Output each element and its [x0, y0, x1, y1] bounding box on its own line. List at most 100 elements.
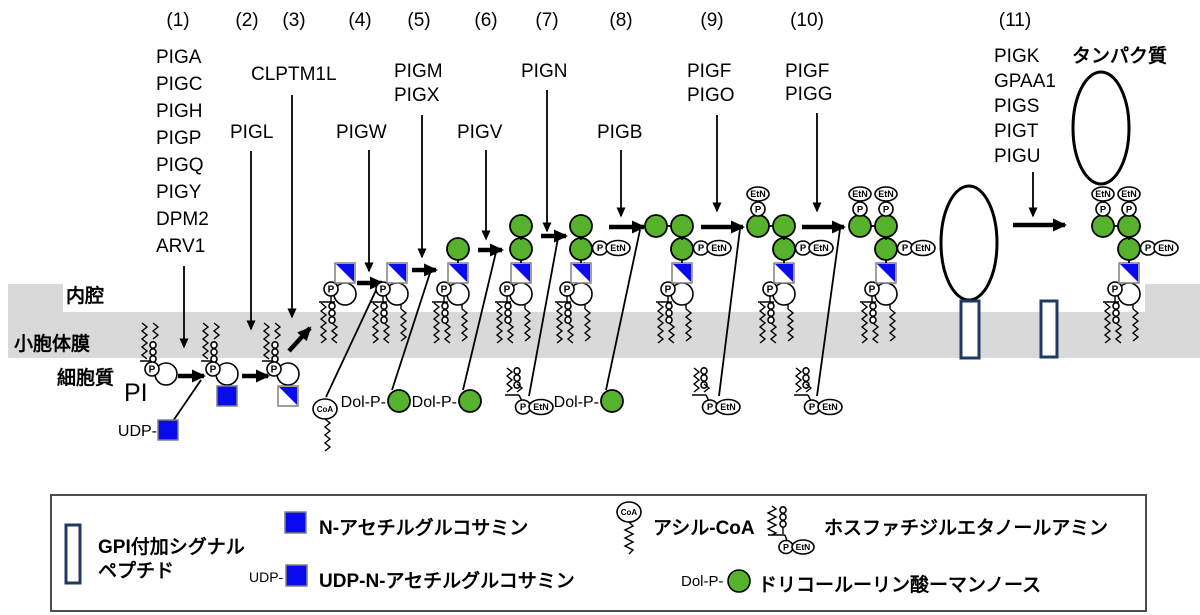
mannose-icon	[458, 389, 482, 413]
acyl-chain-zigzag	[323, 418, 332, 452]
acyl-chain-zigzag	[888, 308, 897, 342]
step-number-3: (3)	[282, 10, 306, 31]
phosphate-icon	[750, 201, 766, 217]
mannose-icon	[874, 237, 898, 261]
lipid-tail-zigzag	[667, 322, 676, 344]
ethanolamine-icon	[746, 186, 770, 202]
lipid-bead	[513, 366, 521, 375]
phosphate-icon	[864, 281, 880, 297]
lipid-bead	[767, 301, 775, 310]
acyl-chain-zigzag	[523, 308, 532, 342]
phosphate-icon	[499, 281, 515, 297]
mannose-icon	[772, 237, 796, 261]
mannose-icon	[569, 214, 593, 238]
enzyme-label-step-11: PIGK GPAA1 PIGS PIGT PIGU	[994, 46, 1056, 167]
lipid-tail-zigzag	[769, 322, 778, 344]
glcn-triangle	[1120, 264, 1138, 282]
mannose-icon	[446, 237, 470, 261]
glycerol-bracket	[495, 296, 511, 303]
lipid-bead	[328, 315, 336, 324]
lipid-tail-zigzag	[273, 322, 282, 340]
phosphate-text: P	[767, 285, 774, 296]
mannose-icon	[848, 214, 872, 238]
step-number-5: (5)	[407, 10, 431, 31]
ethanolamine-text: EtN	[711, 243, 727, 253]
lumen-label: 内腔	[66, 286, 105, 307]
lipid-tail-zigzag	[151, 322, 160, 340]
donor-connector-line	[605, 229, 641, 391]
gpi-intermediate-lumenal: P P EtN	[555, 214, 631, 344]
mannose-icon	[1117, 237, 1141, 261]
lipid-bead	[700, 373, 708, 382]
lipid-tail-zigzag	[262, 322, 271, 360]
phosphate-icon	[878, 201, 894, 217]
phosphate-text: P	[564, 285, 571, 296]
udp-prefix-text: UDP-	[118, 423, 157, 440]
pe-donor: P EtN	[794, 366, 843, 416]
donor-connector-line	[718, 228, 741, 397]
gpi-intermediate-cytoplasmic: P	[201, 322, 239, 407]
phosphate-icon	[436, 281, 452, 297]
lipid-bead	[513, 373, 521, 382]
lipid-bead	[767, 308, 775, 317]
lipid-tail-zigzag	[1114, 322, 1123, 344]
attached-protein-ellipse	[1071, 70, 1131, 186]
enzyme-label-step-3: CLPTM1L	[251, 64, 337, 85]
step-number-11: (11)	[998, 10, 1032, 31]
ethanolamine-icon	[1091, 186, 1115, 202]
lipid-bead	[767, 315, 775, 324]
glycerol-bracket	[432, 296, 448, 303]
ethanolamine-text: EtN	[1095, 189, 1111, 199]
lipid-tail-zigzag	[319, 302, 328, 344]
mannose-icon	[772, 214, 796, 238]
ethanolamine-icon	[817, 398, 843, 416]
lipid-bead	[380, 301, 388, 310]
glycerol-bracket	[319, 296, 335, 303]
donor-connector-line	[172, 379, 202, 422]
legend-pe-label: ホスファチジルエタノールアミン	[824, 518, 1109, 539]
step-number-8: (8)	[609, 10, 633, 31]
phosphate-text: P	[809, 402, 816, 413]
lipid-bead	[513, 380, 521, 389]
gpi-intermediate-lumenal: P P EtN	[644, 214, 732, 344]
step-number-9: (9)	[700, 10, 724, 31]
enzyme-label-step-5: PIGM PIGX	[394, 61, 443, 106]
precursor-protein-ellipse	[939, 184, 999, 302]
lipid-tail-zigzag	[516, 383, 524, 393]
lipid-bead	[1112, 308, 1120, 317]
ethanolamine-icon	[706, 239, 732, 257]
phosphate-icon	[852, 201, 868, 217]
lipid-bead	[441, 308, 449, 317]
phosphate-text: P	[1112, 285, 1119, 296]
lipid-bead	[328, 308, 336, 317]
lipid-bead	[504, 308, 512, 317]
ethanolamine-icon	[605, 239, 631, 257]
cytoplasm-label: 細胞質	[57, 368, 115, 389]
gpi-intermediate-lumenal: P	[495, 214, 533, 344]
phosphate-text: P	[328, 285, 335, 296]
lipid-bead	[700, 380, 708, 389]
ethanolamine-icon	[1117, 186, 1141, 202]
phosphate-icon	[762, 281, 778, 297]
etn-icon-text: EtN	[796, 542, 811, 552]
released-signal-peptide-rect	[1039, 299, 1059, 359]
legend-box: GPI付加シグナル ペプチド N-アセチルグルコサミン UDP- UDP-N-ア…	[50, 494, 1147, 612]
gpi-intermediate-lumenal: P P EtN P EtN P EtN	[848, 186, 936, 344]
ethanolamine-text: EtN	[813, 243, 829, 253]
lipid-bead	[271, 347, 279, 356]
ethanolamine-text: EtN	[610, 243, 626, 253]
lipid-bead	[149, 340, 157, 349]
step-number-1: (1)	[166, 10, 190, 31]
dolp-mannose-donor: Dol-P-	[341, 389, 411, 413]
lipid-tail-zigzag	[201, 322, 210, 360]
ethanolamine-text: EtN	[1121, 189, 1137, 199]
lipid-tail-zigzag	[1103, 302, 1112, 344]
lipid-bead	[564, 308, 572, 317]
phosphate-text: P	[1145, 243, 1152, 254]
lipid-tail-zigzag	[805, 383, 813, 393]
glcn-triangle	[775, 264, 793, 282]
gpi-intermediate-lumenal: P	[319, 262, 357, 344]
lipid-bead	[802, 380, 810, 389]
